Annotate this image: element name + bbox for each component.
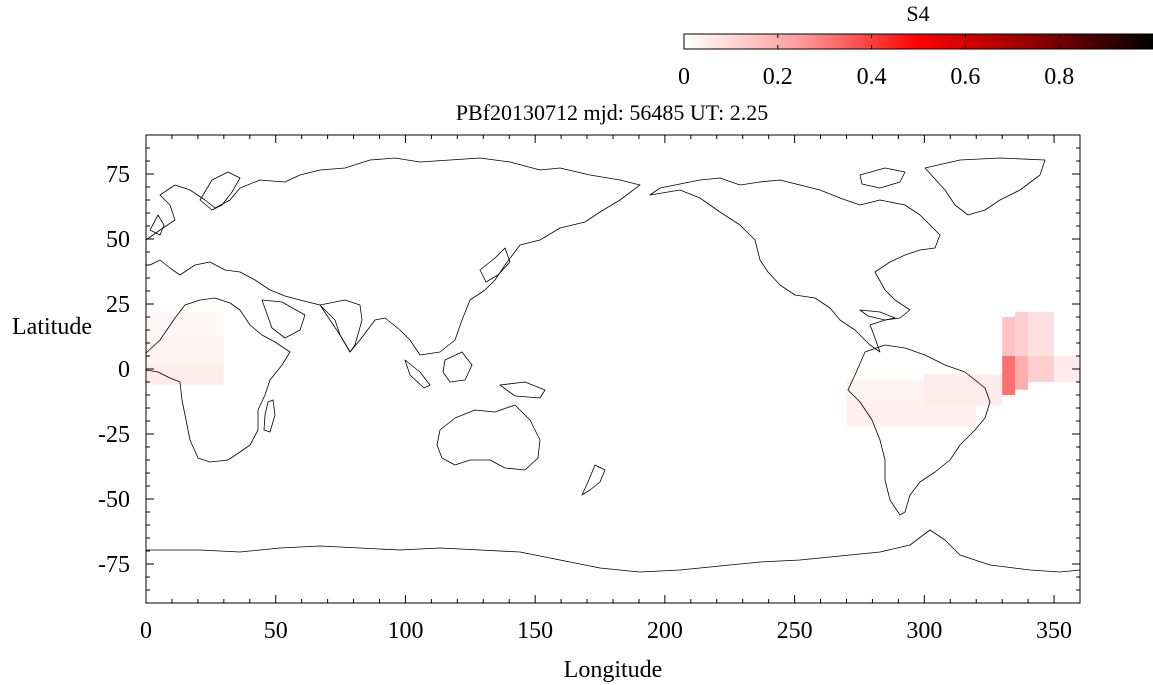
x-tick-label: 200	[647, 618, 683, 644]
x-tick-label: 300	[906, 618, 942, 644]
colorbar-tick-label: 0.2	[763, 64, 793, 90]
heatmap-cells	[146, 311, 1080, 427]
y-tick-label: -75	[98, 552, 130, 578]
coast-greenland	[924, 157, 1046, 216]
plot-frame	[145, 134, 1081, 604]
coast-arctic-islands	[859, 167, 906, 189]
heatmap-cell	[146, 311, 224, 338]
colorbar-tick-label: 0.6	[950, 64, 980, 90]
heatmap-cell	[924, 374, 1003, 406]
y-tick-label: 0	[118, 357, 130, 383]
coast-scandinavia	[199, 171, 241, 211]
coast-arabia	[261, 299, 306, 339]
coastlines	[145, 157, 1081, 573]
y-tick-label: -50	[98, 487, 130, 513]
x-tick-label: 350	[1036, 618, 1072, 644]
heatmap-cell	[1002, 356, 1016, 395]
coast-eurasia	[145, 157, 641, 356]
colorbar-title: S4	[906, 1, 929, 26]
heatmap-cell	[1028, 311, 1055, 356]
x-tick-label: 150	[517, 618, 553, 644]
coast-madagascar	[263, 399, 276, 433]
colorbar-tick-label: 0.8	[1044, 64, 1074, 90]
heatmap-cell	[1028, 356, 1055, 382]
x-tick-label: 0	[140, 618, 152, 644]
colorbar-tick-label: 0.4	[857, 64, 887, 90]
axis-ticks	[145, 135, 1080, 603]
coast-north-america	[649, 177, 941, 353]
heatmap-cell	[1015, 356, 1029, 390]
x-axis-title: Longitude	[564, 657, 663, 683]
heatmap-cell	[146, 363, 224, 385]
colorbar-ticks: 0 0.2 0.4 0.6 0.8	[678, 34, 1074, 90]
coast-caribbean	[859, 309, 896, 321]
coast-africa	[145, 297, 291, 463]
x-tick-label: 100	[387, 618, 423, 644]
coast-sumatra	[404, 359, 431, 389]
heatmap-cell	[1002, 317, 1016, 356]
colorbar	[683, 33, 1153, 50]
y-axis-title: Latitude	[12, 314, 92, 340]
coast-borneo	[442, 351, 473, 383]
heatmap-cell	[1015, 311, 1029, 356]
y-tick-label: 75	[106, 162, 130, 188]
colorbar-tick-label: 0	[678, 64, 690, 90]
coast-south-america	[847, 344, 991, 516]
coast-uk	[149, 214, 165, 236]
heatmap-cell	[146, 337, 224, 364]
y-tick-label: 25	[106, 292, 130, 318]
coast-australia	[436, 404, 541, 471]
y-tick-label: 50	[106, 227, 130, 253]
y-tick-label: -25	[98, 422, 130, 448]
coast-new-zealand	[581, 464, 606, 496]
x-tick-label: 250	[777, 618, 813, 644]
coast-japan	[479, 247, 511, 283]
coast-new-guinea	[499, 381, 546, 399]
x-tick-label: 50	[264, 618, 288, 644]
coast-antarctica	[146, 529, 1081, 573]
plot-title: PBf20130712 mjd: 56485 UT: 2.25	[456, 100, 768, 125]
heatmap-cell	[846, 379, 925, 401]
coast-india	[319, 299, 363, 353]
